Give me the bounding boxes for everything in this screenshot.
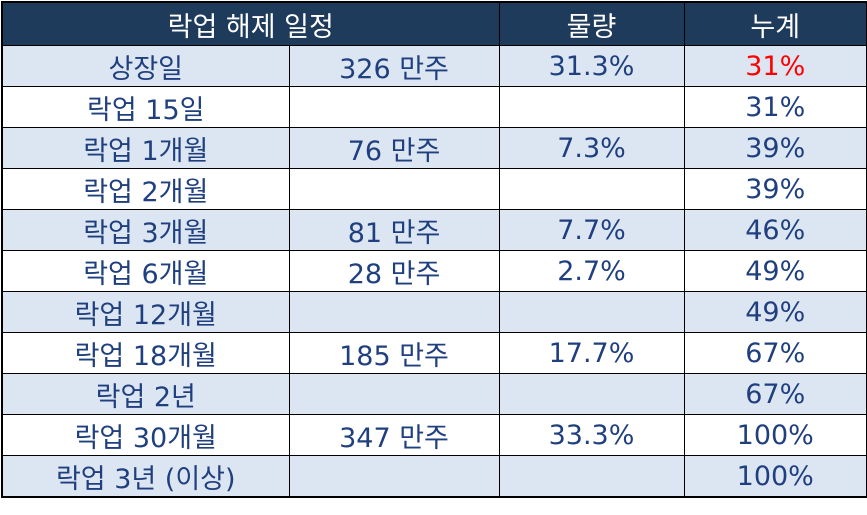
table-cell: 락업 15일 xyxy=(1,86,290,128)
table-row: 락업 1개월 76 만주 7.3% 39% xyxy=(1,127,867,169)
table-row: 락업 3년 (이상) 100% xyxy=(1,455,867,498)
table-row: 락업 3개월 81 만주 7.7% 46% xyxy=(1,209,867,251)
table-cell: 락업 30개월 xyxy=(1,414,290,456)
table-cell: 7.3% xyxy=(498,127,685,169)
table-cell xyxy=(288,455,500,498)
table-cell: 49% xyxy=(683,291,867,333)
table-cell: 67% xyxy=(683,332,867,374)
table-cell: 17.7% xyxy=(498,332,685,374)
table-cell: 33.3% xyxy=(498,414,685,456)
table-cell: 100% xyxy=(683,414,867,456)
table-cell xyxy=(288,86,500,128)
header-cell: 누계 xyxy=(683,1,867,46)
table-cell xyxy=(498,168,685,210)
table-cell: 락업 12개월 xyxy=(1,291,290,333)
table-cell xyxy=(498,373,685,415)
table-cell: 7.7% xyxy=(498,209,685,251)
table-cell xyxy=(288,291,500,333)
table-cell: 326 만주 xyxy=(288,45,500,87)
lockup-table: 락업 해제 일정 물량 누계 상장일 326 만주 31.3% 31% 락업 15일 31… xyxy=(1,1,867,498)
table-cell: 76 만주 xyxy=(288,127,500,169)
table-cell: 49% xyxy=(683,250,867,292)
table-cell xyxy=(288,373,500,415)
table-cell: 31% xyxy=(683,45,867,87)
table-cell: 46% xyxy=(683,209,867,251)
table-cell: 39% xyxy=(683,168,867,210)
table-cell xyxy=(498,291,685,333)
header-row: 락업 해제 일정 물량 누계 xyxy=(1,1,867,46)
table-cell: 347 만주 xyxy=(288,414,500,456)
table-row: 락업 15일 31% xyxy=(1,86,867,128)
table-cell: 100% xyxy=(683,455,867,498)
table-cell xyxy=(288,168,500,210)
table-cell: 2.7% xyxy=(498,250,685,292)
table-cell xyxy=(498,455,685,498)
table-cell: 67% xyxy=(683,373,867,415)
table-cell: 31% xyxy=(683,86,867,128)
table-cell: 락업 6개월 xyxy=(1,250,290,292)
table-cell: 락업 3개월 xyxy=(1,209,290,251)
header-cell: 락업 해제 일정 xyxy=(1,1,500,46)
table-cell: 락업 2개월 xyxy=(1,168,290,210)
table-cell: 락업 1개월 xyxy=(1,127,290,169)
table-cell: 31.3% xyxy=(498,45,685,87)
table-body: 상장일 326 만주 31.3% 31% 락업 15일 31% 락업 1개월 76 만주 7.3… xyxy=(1,45,867,498)
table-row: 락업 30개월 347 만주 33.3% 100% xyxy=(1,414,867,456)
table-cell: 상장일 xyxy=(1,45,290,87)
table-row: 락업 2개월 39% xyxy=(1,168,867,210)
table-cell: 185 만주 xyxy=(288,332,500,374)
table-row: 상장일 326 만주 31.3% 31% xyxy=(1,45,867,87)
table-cell xyxy=(498,86,685,128)
table-row: 락업 18개월 185 만주 17.7% 67% xyxy=(1,332,867,374)
header-cell: 물량 xyxy=(498,1,685,46)
table-cell: 락업 3년 (이상) xyxy=(1,455,290,498)
table-row: 락업 12개월 49% xyxy=(1,291,867,333)
table-cell: 락업 18개월 xyxy=(1,332,290,374)
table-cell: 81 만주 xyxy=(288,209,500,251)
table-cell: 28 만주 xyxy=(288,250,500,292)
table-row: 락업 6개월 28 만주 2.7% 49% xyxy=(1,250,867,292)
table-row: 락업 2년 67% xyxy=(1,373,867,415)
table-cell: 락업 2년 xyxy=(1,373,290,415)
table-cell: 39% xyxy=(683,127,867,169)
